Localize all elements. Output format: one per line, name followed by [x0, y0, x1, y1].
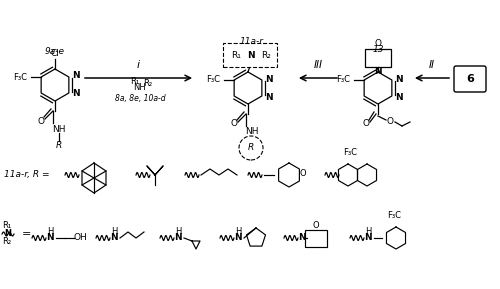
Text: i: i [137, 60, 140, 70]
Text: NH: NH [134, 84, 146, 92]
Text: 11a-r, R =: 11a-r, R = [4, 171, 50, 179]
Text: III: III [314, 60, 322, 70]
Text: 13: 13 [372, 45, 384, 55]
Text: N: N [395, 92, 402, 101]
Text: N: N [110, 234, 118, 242]
FancyBboxPatch shape [365, 49, 391, 67]
Text: H: H [175, 227, 181, 236]
Text: R₁: R₁ [231, 51, 241, 60]
Text: H: H [235, 227, 241, 236]
Text: N: N [265, 92, 272, 101]
Text: N: N [374, 68, 382, 77]
Text: R₁: R₁ [2, 221, 11, 231]
Text: 9a-e: 9a-e [45, 47, 65, 55]
Text: 6: 6 [466, 74, 474, 84]
Text: O: O [386, 118, 394, 127]
Text: II: II [429, 60, 435, 70]
Text: N: N [72, 90, 80, 99]
Text: NH: NH [245, 127, 259, 136]
Text: 11a-r: 11a-r [240, 38, 264, 47]
FancyBboxPatch shape [305, 230, 327, 247]
Text: O: O [362, 119, 370, 129]
Text: H: H [111, 227, 117, 236]
Text: R₂: R₂ [261, 51, 271, 60]
Text: F₃C: F₃C [387, 211, 401, 220]
Text: N: N [72, 71, 80, 81]
Text: R: R [248, 144, 254, 153]
FancyBboxPatch shape [223, 43, 277, 67]
Text: 8a, 8e, 10a-d: 8a, 8e, 10a-d [114, 94, 166, 103]
Text: N: N [364, 234, 372, 242]
Text: O: O [374, 38, 382, 47]
Text: F₃C: F₃C [13, 73, 27, 81]
Text: =: = [22, 229, 32, 239]
Text: F₃C: F₃C [336, 75, 350, 84]
Text: N: N [46, 234, 54, 242]
Text: N: N [247, 51, 255, 60]
Text: N: N [4, 229, 12, 238]
Text: O: O [312, 221, 320, 229]
Text: H: H [365, 227, 371, 236]
Text: O: O [38, 116, 44, 125]
Text: R: R [56, 142, 62, 151]
Text: Cl: Cl [50, 49, 59, 58]
Text: H: H [47, 227, 53, 236]
Text: NH: NH [52, 125, 66, 134]
Text: R₂: R₂ [144, 79, 152, 88]
Text: OH: OH [73, 234, 87, 242]
Text: R₁: R₁ [130, 77, 140, 86]
Text: N: N [234, 234, 242, 242]
FancyBboxPatch shape [454, 66, 486, 92]
Text: F₃C: F₃C [206, 75, 220, 84]
Text: N: N [395, 75, 402, 84]
Text: O: O [300, 168, 306, 177]
Text: N: N [298, 234, 306, 242]
Text: O: O [230, 119, 237, 129]
Text: F₃C: F₃C [343, 148, 357, 157]
Text: N: N [265, 75, 272, 84]
Text: R₂: R₂ [2, 238, 11, 247]
Text: N: N [174, 234, 182, 242]
